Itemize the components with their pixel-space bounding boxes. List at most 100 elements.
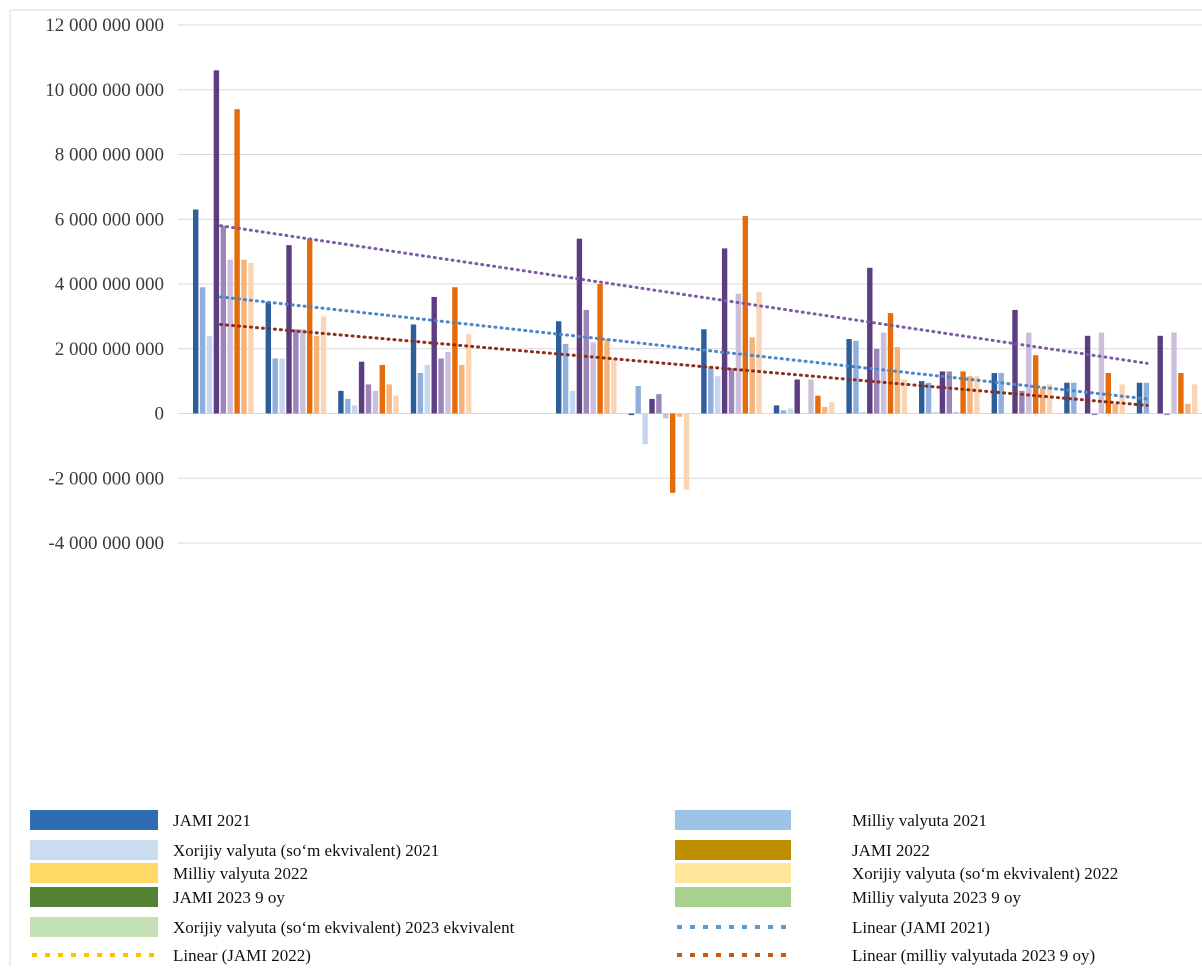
legend-swatch [30, 810, 158, 830]
bar [338, 390, 344, 414]
bar [286, 245, 292, 414]
bar [880, 332, 887, 414]
bar [583, 309, 589, 414]
bar [728, 368, 735, 414]
legend-label: Linear (milliy valyutada 2023 9 oy) [852, 946, 1095, 965]
legend-label: JAMI 2022 [852, 841, 930, 860]
bar [1039, 387, 1046, 414]
bar [379, 364, 385, 414]
bar [604, 339, 610, 414]
bar [656, 394, 662, 414]
y-tick-label: 12 000 000 000 [45, 15, 164, 36]
bar [683, 413, 690, 490]
legend-swatch [675, 840, 791, 860]
bar [597, 284, 603, 414]
bar [1119, 384, 1125, 414]
bar [635, 385, 641, 414]
legend-label: Milliy valyuta 2021 [852, 811, 987, 830]
bar [466, 334, 472, 414]
bar [998, 373, 1004, 414]
bar [1033, 355, 1039, 414]
bar [313, 335, 320, 414]
bar [670, 413, 676, 493]
bar [1071, 382, 1077, 414]
bar [960, 371, 966, 414]
legend-label: Linear (JAMI 2022) [173, 946, 311, 965]
bar [628, 413, 634, 416]
bar [663, 413, 669, 419]
bar [787, 408, 793, 414]
bar [1046, 384, 1053, 414]
y-axis-tick-labels: 12 000 000 000 10 000 000 000 8 000 000 00… [45, 15, 164, 554]
bar [974, 376, 980, 414]
legend-label: Linear (JAMI 2021) [852, 918, 990, 937]
bar [459, 364, 465, 414]
bars [193, 70, 1198, 493]
bar [372, 390, 379, 414]
bar [1026, 332, 1032, 414]
bar [815, 395, 821, 414]
bar [365, 384, 372, 414]
bar [386, 384, 392, 414]
y-tick-label: -2 000 000 000 [48, 468, 164, 489]
bar [708, 366, 714, 414]
bar [846, 339, 852, 414]
legend-swatch [675, 810, 791, 830]
legend: JAMI 2021 Milliy valyuta 2021 Xorijiy valy… [30, 810, 1118, 965]
y-tick-label: 2 000 000 000 [55, 339, 164, 360]
bar [576, 238, 583, 414]
bar [193, 209, 199, 414]
bar [358, 361, 365, 414]
bar [1105, 373, 1111, 414]
bar [1157, 335, 1163, 414]
legend-swatch [675, 887, 791, 907]
bar [901, 379, 907, 414]
bar [556, 321, 562, 414]
bar [874, 348, 880, 414]
bar [887, 313, 894, 414]
bar [213, 70, 220, 414]
bar [206, 335, 213, 414]
bar [1084, 335, 1091, 414]
legend-swatch [30, 840, 158, 860]
trendline [219, 224, 1149, 365]
bar [808, 379, 814, 414]
bar [925, 382, 932, 414]
bar [393, 395, 399, 414]
bar [894, 347, 901, 414]
bar [1019, 390, 1025, 414]
y-tick-label: 6 000 000 000 [55, 209, 164, 230]
legend-label: Xorijiy valyuta (so‘m ekvivalent) 2021 [173, 841, 439, 860]
bar [272, 358, 278, 414]
bar [417, 373, 424, 414]
bar [1112, 403, 1118, 414]
bar [1192, 384, 1198, 414]
bar [445, 351, 451, 414]
bar [431, 296, 437, 414]
bar [721, 248, 728, 414]
bar [749, 337, 755, 414]
bar [649, 398, 655, 414]
bar [293, 329, 299, 414]
bar [1012, 309, 1018, 414]
bar [410, 324, 417, 414]
bar [701, 329, 707, 414]
bar [452, 287, 458, 414]
legend-label: JAMI 2023 9 oy [173, 888, 285, 907]
bar [1164, 413, 1170, 416]
bar [1178, 373, 1184, 414]
bar [715, 376, 721, 414]
bar [932, 411, 939, 414]
legend-label: Milliy valyuta 2022 [173, 864, 308, 883]
y-tick-label: 0 [155, 404, 165, 425]
bar [345, 398, 351, 414]
bar [756, 292, 762, 414]
bar [1064, 382, 1070, 414]
bar [424, 364, 430, 414]
legend-swatch [30, 863, 158, 883]
bar [438, 358, 444, 414]
legend-swatch [30, 887, 158, 907]
bar [320, 316, 327, 414]
